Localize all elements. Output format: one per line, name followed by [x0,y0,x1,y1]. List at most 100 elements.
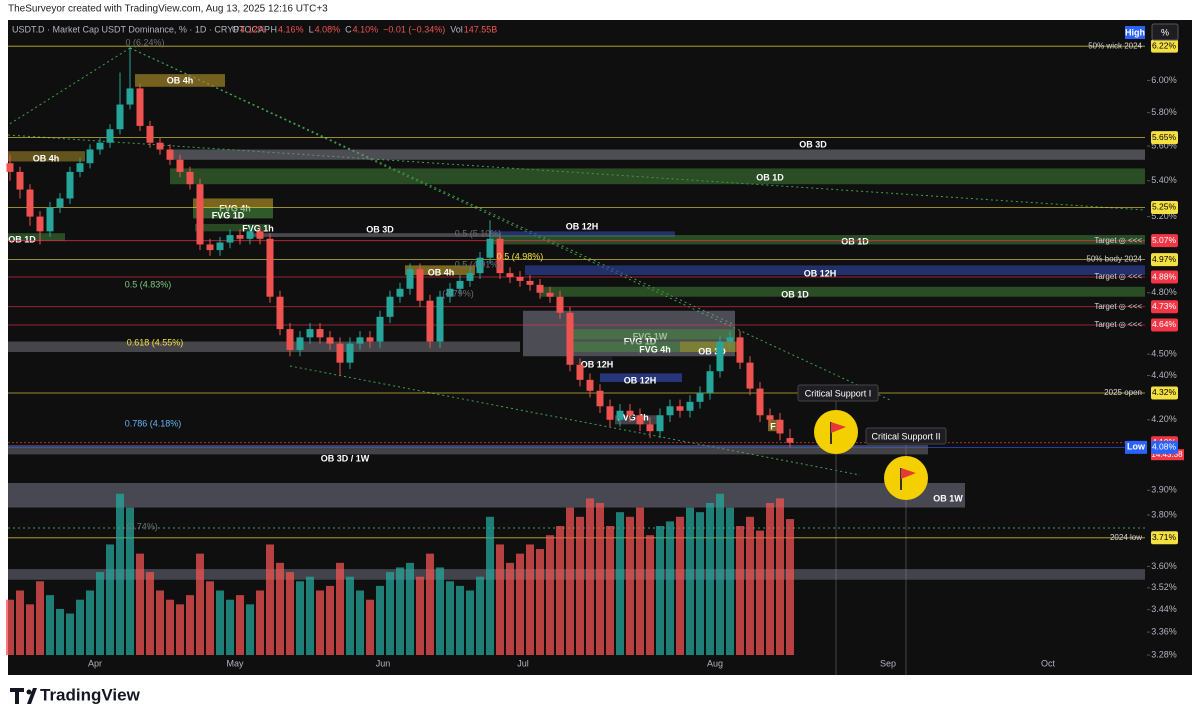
candle-body [366,337,374,342]
zone [250,233,500,237]
zone [490,235,1145,245]
ohlc-value: 4.10% [353,24,379,34]
y-tick-label: 5.60% [1151,140,1177,150]
brand: TradingView [40,685,141,704]
volume-bar [436,567,444,655]
fib-label: 0 (6.24%) [125,37,164,47]
candle-body [156,142,164,150]
volume-bar [106,544,114,655]
axis-mode[interactable]: % [1161,27,1169,37]
high-tag-bg [1125,26,1145,39]
price-badge [1151,200,1178,214]
volume-bar [136,553,144,655]
y-tick-label: 4.80% [1151,287,1177,297]
zone [525,265,1145,276]
volume-bar [376,585,384,655]
volume-bar [96,572,104,655]
volume-bar [76,599,84,655]
volume-bar [426,553,434,655]
x-tick-label: May [226,658,244,668]
ohlc-value: 4.08% [315,24,341,34]
volume-bar [686,507,694,655]
y-tick-label: 4.40% [1151,370,1177,380]
volume-bar [396,567,404,655]
zone-label: OB 3D / 1W [321,453,370,463]
candle-body [236,235,244,239]
volume-bar [196,553,204,655]
ohlc-key: Vol [450,24,463,34]
candle-body [756,388,764,416]
candle-body [686,401,694,411]
price-badge-label: 4.32% [1152,387,1177,397]
price-badge-label: 4.97% [1152,254,1177,264]
candle-body [546,292,554,297]
zone-label: OB 12H [566,221,599,231]
volume-bar [366,599,374,655]
trend-line [289,365,861,476]
callout: Critical Support II [871,431,940,441]
y-tick-label: 5.20% [1151,211,1177,221]
volume-bar [256,590,264,655]
candle-body [346,343,354,363]
price-badge-label: 6.22% [1152,40,1177,50]
zone [8,482,965,508]
volume-bar [296,581,304,655]
zone [170,168,1145,185]
zone-label: OB 1D [756,172,784,182]
flag-icon [884,456,928,500]
volume-bar [306,576,314,655]
zone [8,151,85,162]
ohlc-value: 4.12% [240,24,266,34]
flag-icon [814,410,858,454]
volume-bar [486,516,494,655]
fib-label: 0.5 (4.83%) [125,279,172,289]
candle-body [376,316,384,342]
zone [8,445,928,455]
price-badge [1151,440,1178,454]
ohlc-value: −0.01 (−0.34%) [383,24,445,34]
price-badge [1151,386,1178,400]
y-tick-label: 3.28% [1151,649,1177,659]
volume-bar [26,604,34,655]
zone [8,341,520,353]
y-tick-label: 4.50% [1151,349,1177,359]
candle-body [766,415,774,420]
volume-bar [46,595,54,655]
price-badge-label: 5.25% [1152,202,1177,212]
volume-bar [776,498,784,655]
volume-bar [666,521,674,655]
candle-body [596,390,604,407]
candle-body [36,216,44,232]
candle-body [516,277,524,281]
candle-body [6,163,14,172]
axis-mode-button[interactable] [1151,23,1179,41]
candle-body [166,149,174,160]
zone-label: F [770,421,776,431]
x-tick-label: Jul [517,658,529,668]
price-badge [1151,531,1178,545]
candle-body [446,288,454,297]
candle-body [426,300,434,342]
volume-bar [66,613,74,655]
candle-body [96,142,104,150]
volume-bar [566,507,574,655]
candle-body [506,273,514,278]
zone [570,356,612,365]
volume-bar [676,516,684,655]
candle-body [646,424,654,432]
volume-bar [786,519,794,655]
fib-label: (3.74%) [126,521,158,531]
price-badge [1151,234,1178,248]
zone-label: OB 1D [841,236,869,246]
volume-bar [236,595,244,655]
volume-bar [16,590,24,655]
volume-bar [266,544,274,655]
symbol: USDT.D · Market Cap USDT Dominance, % · … [12,24,270,34]
candle-body [136,88,144,126]
volume-bar [226,599,234,655]
zone-label: FVG 1D [212,210,245,220]
fib-label: 0.786 (4.18%) [125,418,182,428]
ohlc-value: 147.55B [464,24,498,34]
volume-bar [146,572,154,655]
